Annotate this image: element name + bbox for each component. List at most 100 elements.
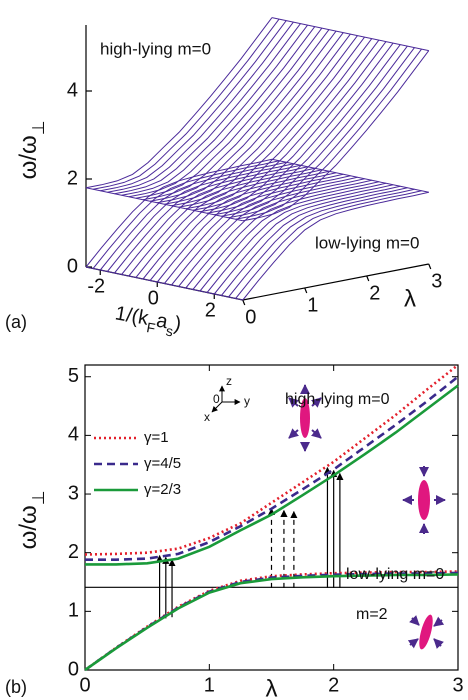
surface-line bbox=[213, 185, 401, 295]
surface-line bbox=[128, 26, 316, 198]
inset-axes bbox=[211, 385, 241, 413]
surface-line bbox=[235, 48, 422, 220]
x-axis-label-part: s bbox=[165, 322, 175, 339]
legend-label: γ=2/3 bbox=[144, 481, 181, 498]
surface-line bbox=[199, 41, 387, 213]
z-tick-label: 0 bbox=[67, 255, 78, 277]
surface-line bbox=[185, 38, 373, 210]
x-axis-label-part: 1/(k bbox=[113, 303, 151, 331]
x-tick-label: 2 bbox=[205, 299, 216, 321]
y-axis-label-part: ⊥ bbox=[29, 491, 48, 506]
line-low bbox=[84, 571, 459, 672]
z-axis-label: ω/ω⊥ bbox=[15, 121, 48, 180]
y-tick-label: 2 bbox=[369, 282, 380, 304]
x-axis-label-part: ) bbox=[172, 313, 182, 336]
line-high bbox=[84, 363, 459, 556]
z-tick-label: 2 bbox=[67, 167, 78, 189]
mode-icon-high bbox=[288, 384, 322, 452]
surface-line bbox=[150, 30, 337, 202]
surface-edge bbox=[85, 266, 243, 301]
surface-line bbox=[92, 160, 280, 269]
x-tick-label: 2 bbox=[328, 674, 339, 696]
x-axis-label: λ bbox=[266, 675, 278, 700]
surface-line bbox=[242, 191, 429, 301]
y-axis-label: λ bbox=[404, 285, 416, 312]
surface-line bbox=[142, 29, 330, 201]
surface-edge bbox=[271, 17, 429, 52]
surface-line bbox=[85, 17, 273, 189]
surface-line bbox=[171, 35, 358, 207]
surface-line bbox=[121, 24, 308, 196]
y-tick bbox=[304, 287, 308, 294]
z-axis-label-part: ω/ω bbox=[15, 135, 42, 179]
surface-line bbox=[157, 32, 344, 204]
z-axis-label-part: ⊥ bbox=[29, 121, 48, 136]
y-tick-label: 1 bbox=[307, 294, 318, 316]
surface-line bbox=[207, 42, 394, 214]
surface-line bbox=[206, 184, 394, 293]
annotation: high-lying m=0 bbox=[285, 391, 390, 408]
surface-line bbox=[93, 18, 280, 190]
line-low bbox=[84, 573, 459, 672]
surface-line bbox=[178, 36, 365, 208]
y-tick-label: 0 bbox=[68, 658, 79, 680]
x-tick-label: 0 bbox=[148, 287, 159, 309]
y-axis-label-part: ω/ω bbox=[15, 505, 42, 549]
y-axis-label: ω/ω⊥ bbox=[15, 491, 48, 550]
x-tick-label: 3 bbox=[452, 674, 463, 696]
surface-line bbox=[100, 20, 287, 192]
mode-icon-low bbox=[402, 466, 446, 534]
annotation: m=2 bbox=[356, 606, 388, 623]
surface-line bbox=[221, 45, 408, 217]
line-high bbox=[85, 375, 459, 561]
surface-line bbox=[135, 27, 323, 199]
annotation: low-lying m=0 bbox=[315, 233, 419, 252]
z-tick-label: 4 bbox=[67, 79, 78, 101]
y-tick-label: 3 bbox=[431, 270, 442, 292]
inset-label: y bbox=[244, 394, 250, 408]
surface-line bbox=[114, 23, 301, 195]
x-tick-label: 1 bbox=[204, 674, 215, 696]
surface-line bbox=[164, 33, 351, 205]
y-tick bbox=[242, 299, 246, 306]
annotation: low-lying m=0 bbox=[346, 566, 444, 583]
mode-icon-m2 bbox=[407, 614, 445, 650]
y-tick bbox=[366, 275, 370, 282]
inset-label: z bbox=[226, 374, 232, 388]
surface-line bbox=[107, 21, 294, 193]
surface-line bbox=[228, 188, 415, 298]
legend-label: γ=1 bbox=[144, 429, 169, 446]
surface-line bbox=[221, 187, 408, 296]
y-tick bbox=[428, 263, 432, 270]
x-axis-label: 1/(kFas) bbox=[113, 303, 183, 341]
surface-line bbox=[85, 158, 273, 268]
legend-label: γ=4/5 bbox=[144, 455, 181, 472]
panel-label: (b) bbox=[5, 677, 27, 697]
surface-edge bbox=[85, 187, 243, 222]
y-tick-label: 3 bbox=[68, 482, 79, 504]
surface-line bbox=[192, 39, 380, 211]
x-tick-label: 0 bbox=[79, 674, 90, 696]
y-tick-label: 4 bbox=[68, 424, 79, 446]
y-tick-label: 1 bbox=[68, 600, 79, 622]
x-axis-label-part: a bbox=[155, 310, 171, 334]
annotation: high-lying m=0 bbox=[100, 39, 211, 58]
panel-label: (a) bbox=[5, 312, 27, 332]
plot-frame bbox=[84, 364, 459, 671]
y-tick-label: 0 bbox=[245, 306, 256, 328]
inset-label: x bbox=[204, 410, 210, 424]
surface-edge bbox=[271, 158, 429, 193]
surface-line bbox=[242, 50, 430, 222]
x-axis-label-part: F bbox=[145, 319, 156, 336]
y-axis bbox=[242, 263, 429, 301]
x-tick-label: -2 bbox=[87, 275, 105, 297]
surface-line bbox=[228, 47, 415, 219]
inset-label: 0 bbox=[213, 392, 220, 406]
surface-line bbox=[235, 190, 422, 299]
y-tick-label: 2 bbox=[68, 541, 79, 563]
surface-line bbox=[214, 44, 401, 216]
y-tick-label: 5 bbox=[68, 365, 79, 387]
line-high bbox=[85, 384, 459, 566]
